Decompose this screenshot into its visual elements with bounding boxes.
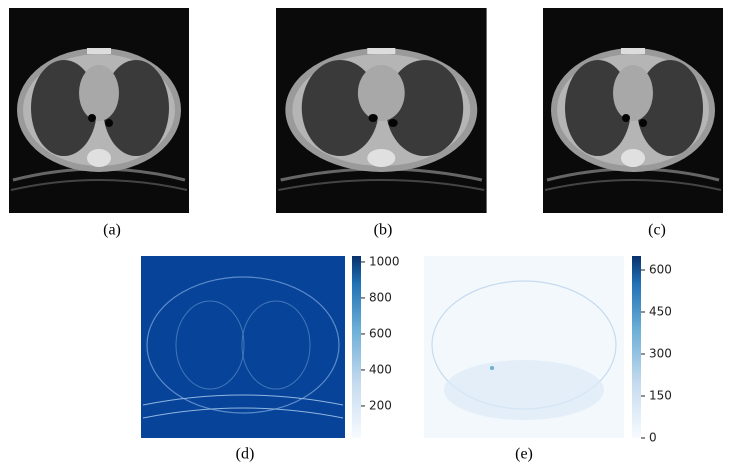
panel-label: (e) [515,446,533,463]
tick-label: 600 [369,326,392,340]
tick-label: 150 [649,389,672,403]
page: (a) (b) (c) (d) (e) 1000 800 600 400 200 600 4… [0,0,745,472]
panel-label: (a) [103,222,121,239]
tick-label: 450 [649,305,672,319]
figure: (a) (b) (c) (d) (e) 1000 800 600 400 200 600 4… [0,0,745,467]
tick-label: 0 [649,431,657,445]
heatmap [424,256,624,438]
ct-image [543,8,723,213]
colorbar [352,256,361,438]
colorbar [632,256,641,438]
tick-label: 1000 [369,254,400,268]
heatmap [141,256,345,438]
ct-image [9,8,189,213]
tick-label: 300 [649,347,672,361]
tick-label: 800 [369,290,392,304]
panel-label: (d) [236,446,255,463]
ct-image [276,8,487,213]
tick-label: 200 [369,398,392,412]
tick-label: 400 [369,362,392,376]
panel-label: (c) [648,222,666,239]
panel-label: (b) [374,222,393,239]
tick-label: 600 [649,263,672,277]
